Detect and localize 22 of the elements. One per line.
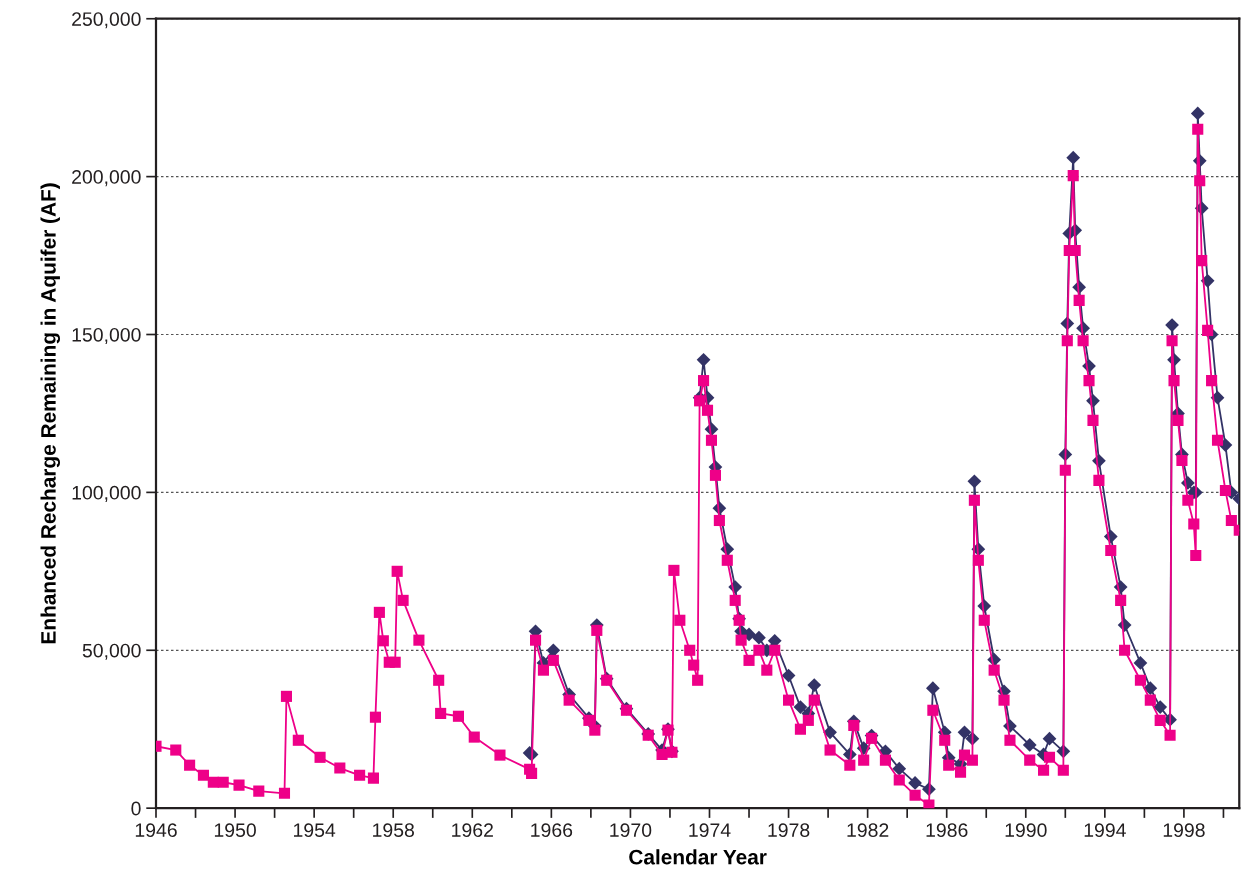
x-tick-label: 1974 <box>689 823 731 838</box>
x-tick-label: 1986 <box>926 823 968 838</box>
y-tick-label: 150,000 <box>72 327 141 345</box>
y-tick-label: 100,000 <box>72 485 141 502</box>
x-tick-label: 1998 <box>1163 823 1205 838</box>
x-tick-label: 1958 <box>373 823 414 838</box>
x-tick-label: 1994 <box>1084 823 1126 838</box>
y-tick-label: 0 <box>131 801 141 816</box>
x-axis-title: Calendar Year <box>629 849 767 865</box>
y-tick-label: 200,000 <box>72 170 141 187</box>
x-tick-label: 1946 <box>135 823 177 838</box>
x-tick-label: 1950 <box>214 823 256 838</box>
y-tick-label: 250,000 <box>72 12 141 29</box>
x-tick-label: 1966 <box>531 823 573 838</box>
x-tick-label: 1982 <box>847 823 889 838</box>
y-axis-title: Enhanced Recharge Remaining in Aquifer (AF) <box>40 183 61 644</box>
x-tick-label: 1970 <box>610 823 652 838</box>
y-tick-label: 50,000 <box>82 643 141 660</box>
x-tick-label: 1954 <box>294 823 336 838</box>
x-tick-label: 1962 <box>452 823 493 838</box>
x-tick-label: 1990 <box>1005 823 1047 838</box>
x-tick-label: 1978 <box>768 823 810 838</box>
